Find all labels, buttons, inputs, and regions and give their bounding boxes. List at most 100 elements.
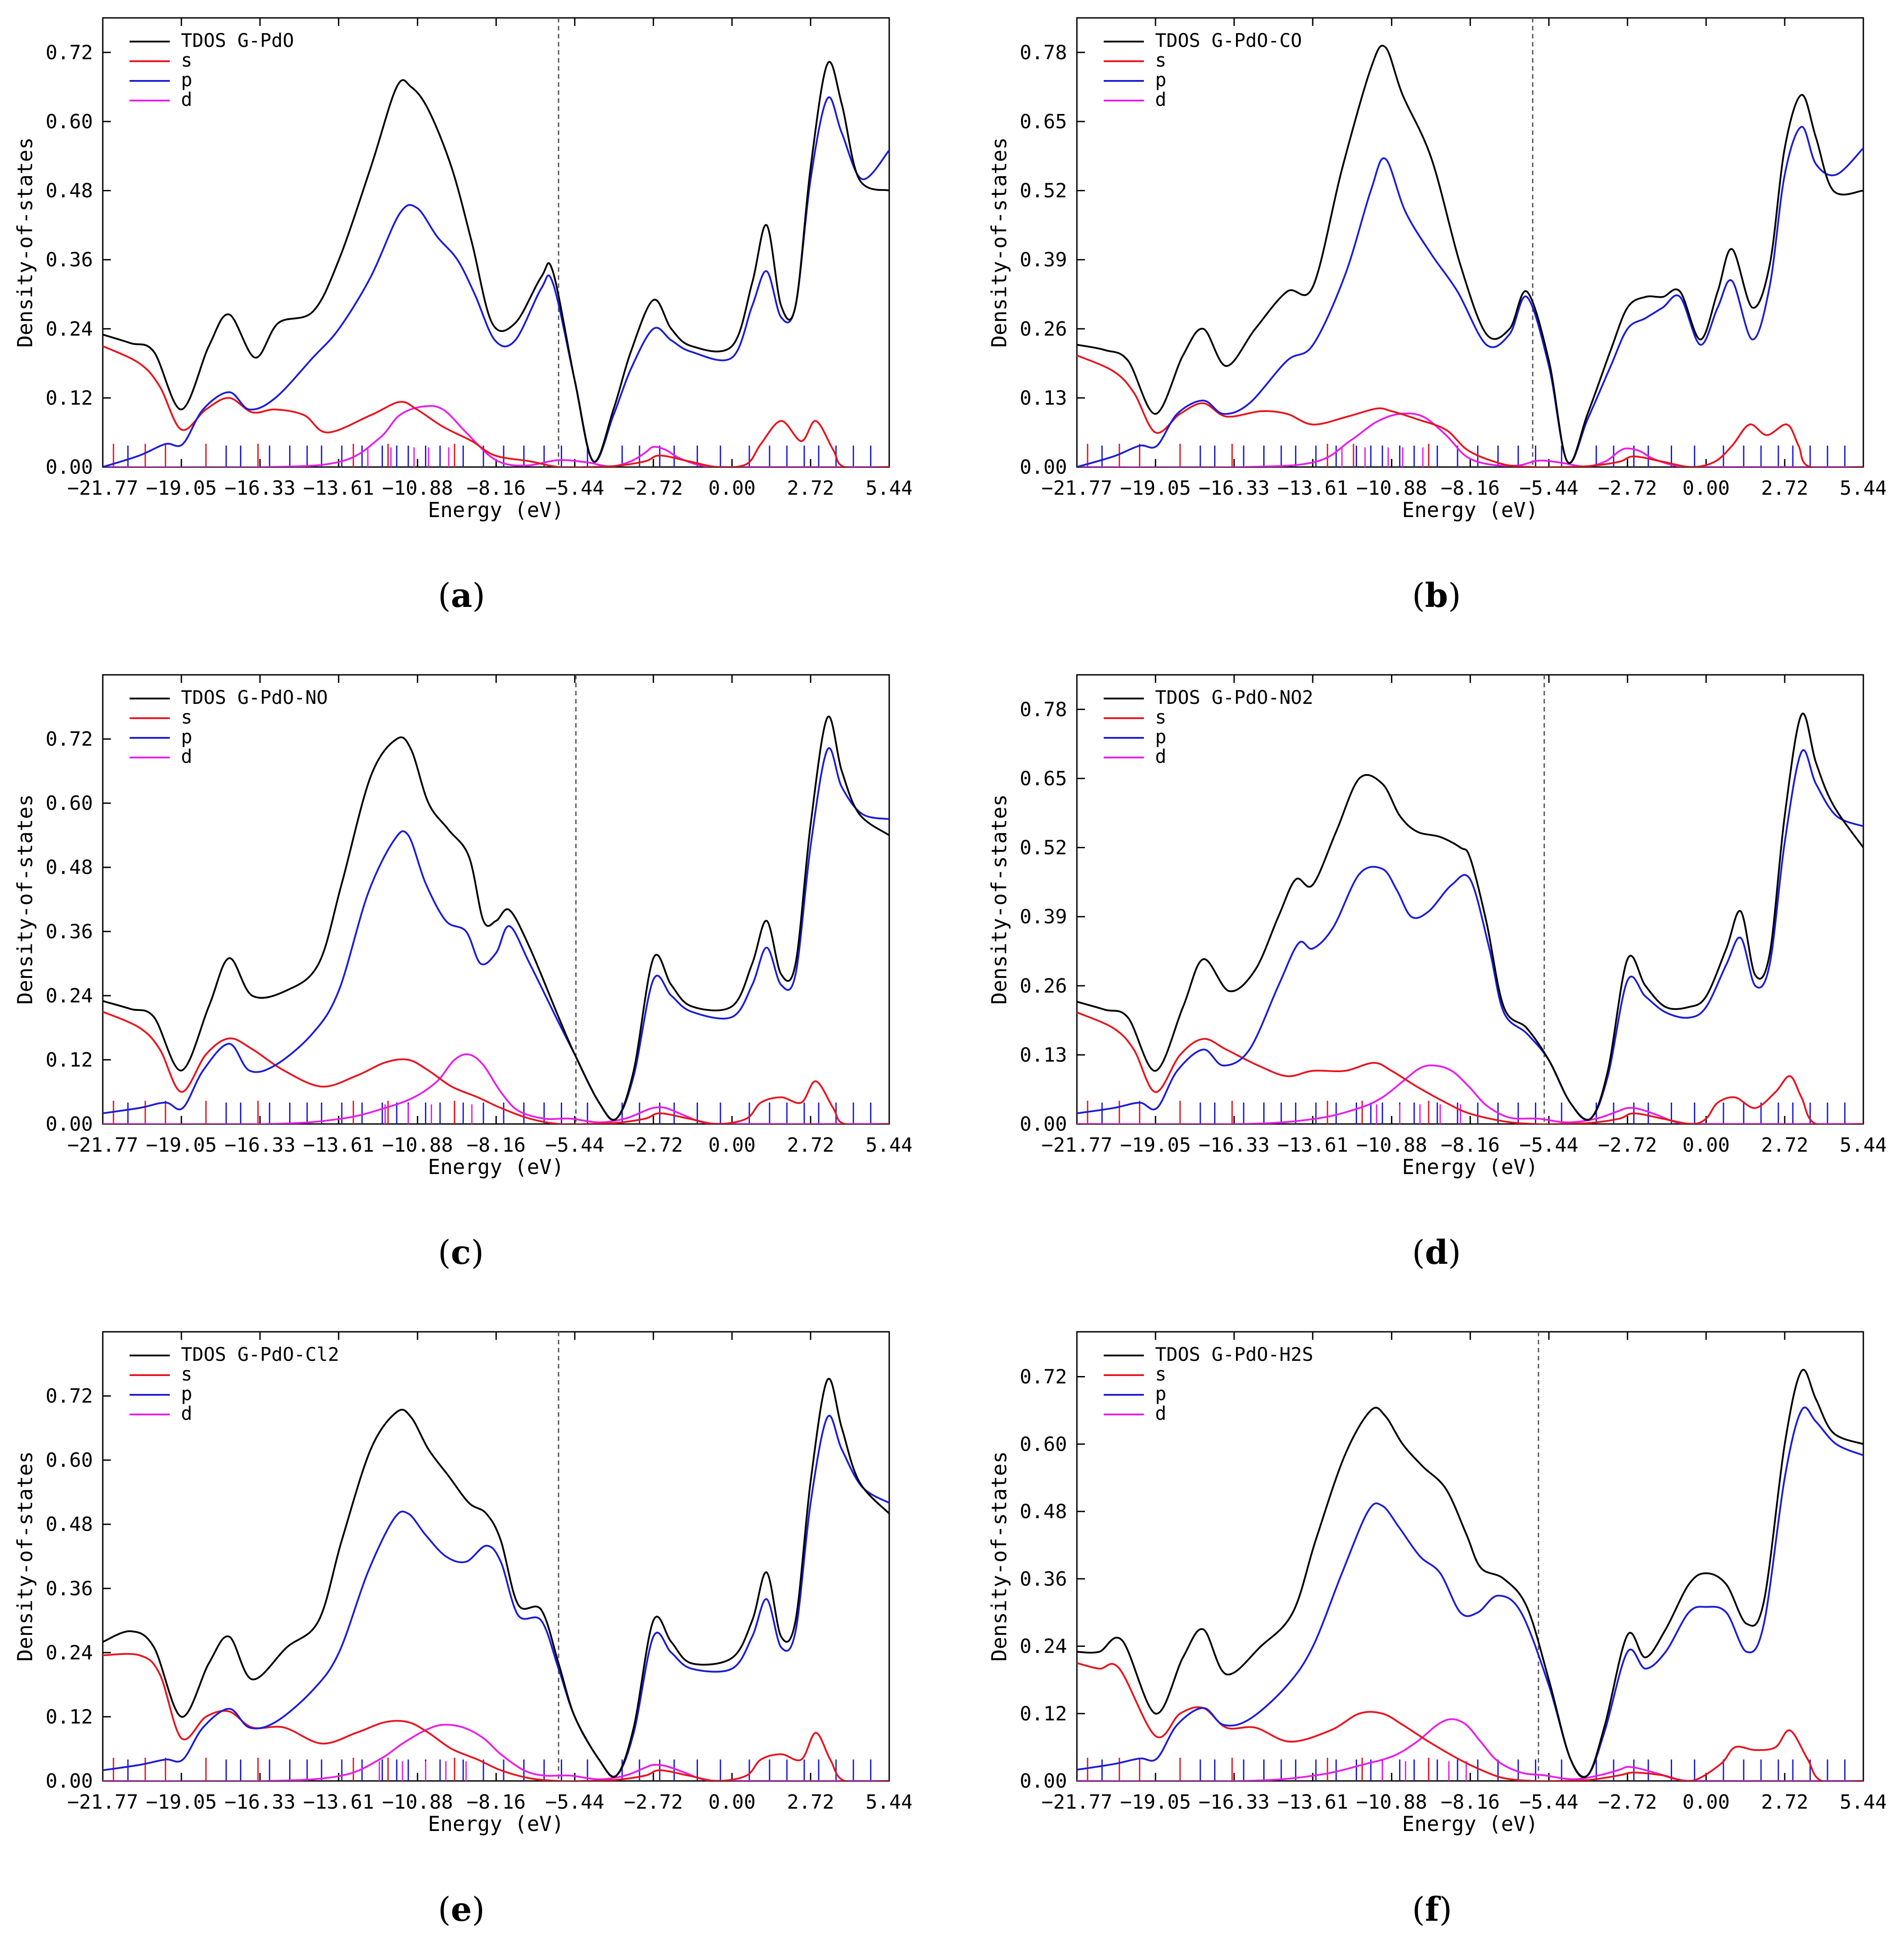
legend-label-s: s bbox=[1155, 49, 1166, 71]
legend-label-d: d bbox=[181, 1402, 192, 1424]
x-tick-label: −10.88 bbox=[1356, 1134, 1427, 1157]
x-tick-label: −19.05 bbox=[1120, 1791, 1191, 1814]
legend-label-tdos: TDOS G-PdO-NO bbox=[181, 686, 328, 708]
x-tick-label: −21.77 bbox=[1042, 477, 1113, 500]
legend-label-s: s bbox=[181, 49, 192, 71]
series-line-s bbox=[103, 1653, 889, 1781]
y-tick-label: 0.65 bbox=[1020, 110, 1067, 133]
x-tick-label: −2.72 bbox=[624, 477, 683, 500]
x-tick-label: −8.16 bbox=[467, 477, 525, 500]
panel-label-e: (e) bbox=[438, 1890, 485, 1929]
x-axis-label: Energy (eV) bbox=[428, 1155, 564, 1179]
legend-label-tdos: TDOS G-PdO-H2S bbox=[1155, 1343, 1313, 1365]
x-tick-label: −21.77 bbox=[1042, 1791, 1113, 1814]
y-tick-label: 0.60 bbox=[46, 110, 93, 133]
x-axis-label: Energy (eV) bbox=[428, 498, 564, 522]
legend-label-d: d bbox=[181, 745, 192, 767]
y-tick-label: 0.60 bbox=[1020, 1433, 1067, 1456]
x-tick-label: −21.77 bbox=[67, 1791, 139, 1814]
x-tick-label: 5.44 bbox=[1840, 477, 1886, 500]
x-tick-label: −8.16 bbox=[1441, 1791, 1500, 1814]
series-line-s bbox=[103, 1010, 889, 1124]
y-axis-label: Density-of-states bbox=[987, 137, 1011, 348]
dos-chart-b: −21.77 −19.05 −16.33 −13.61 −10.88 −8.16 −5.44… bbox=[987, 17, 1886, 522]
x-tick-label: −5.44 bbox=[545, 477, 604, 500]
x-tick-label: 5.44 bbox=[1840, 1791, 1886, 1814]
x-tick-label: −21.77 bbox=[67, 1134, 139, 1157]
x-tick-label: 2.72 bbox=[1761, 477, 1808, 500]
legend-label-d: d bbox=[1155, 1402, 1166, 1424]
x-tick-label: −8.16 bbox=[1441, 477, 1500, 500]
dos-panel-d: −21.77 −19.05 −16.33 −13.61 −10.88 −8.16 −5.44… bbox=[974, 657, 1886, 1274]
y-tick-label: 0.60 bbox=[46, 792, 93, 815]
y-axis-label: Density-of-states bbox=[13, 794, 37, 1005]
legend-label-d: d bbox=[181, 88, 192, 110]
x-tick-label: −5.44 bbox=[545, 1791, 604, 1814]
x-tick-label: −8.16 bbox=[467, 1791, 525, 1814]
plot-frame bbox=[102, 1331, 890, 1782]
series-line-tdos bbox=[103, 61, 889, 463]
x-tick-label: −8.16 bbox=[467, 1134, 525, 1157]
x-tick-label: −5.44 bbox=[545, 1134, 604, 1157]
dos-chart-a: −21.77 −19.05 −16.33 −13.61 −10.88 −8.16 −5.44… bbox=[13, 17, 912, 522]
legend-label-s: s bbox=[181, 1363, 192, 1385]
y-tick-label: 0.12 bbox=[46, 1048, 93, 1071]
panel-label-d: (d) bbox=[1412, 1233, 1461, 1272]
series-line-tdos bbox=[103, 716, 889, 1121]
panel-label-a: (a) bbox=[438, 577, 485, 615]
legend-label-s: s bbox=[1155, 706, 1166, 728]
x-tick-label: 0.00 bbox=[708, 1791, 756, 1814]
legend-label-s: s bbox=[1155, 1363, 1166, 1385]
y-tick-label: 0.48 bbox=[46, 1513, 93, 1536]
y-tick-label: 0.26 bbox=[1020, 318, 1067, 341]
x-tick-label: 0.00 bbox=[708, 1134, 756, 1157]
y-tick-label: 0.65 bbox=[1020, 767, 1067, 790]
x-axis-label: Energy (eV) bbox=[428, 1812, 564, 1836]
series-line-s bbox=[1077, 1662, 1863, 1781]
series-line-p bbox=[1077, 749, 1863, 1121]
x-tick-label: 0.00 bbox=[1682, 1134, 1730, 1157]
panel-label-b: (b) bbox=[1412, 577, 1461, 615]
panel-label-f: (f) bbox=[1412, 1890, 1452, 1929]
y-tick-label: 0.12 bbox=[1020, 1702, 1067, 1725]
series-line-p bbox=[103, 96, 889, 467]
y-axis-label: Density-of-states bbox=[13, 1451, 37, 1662]
legend-label-d: d bbox=[1155, 88, 1166, 110]
x-tick-label: −13.61 bbox=[303, 1134, 374, 1157]
y-tick-label: 0.00 bbox=[46, 1770, 93, 1793]
x-tick-label: −16.33 bbox=[1198, 1791, 1269, 1814]
x-tick-label: −21.77 bbox=[67, 477, 139, 500]
x-tick-label: −5.44 bbox=[1519, 477, 1578, 500]
y-tick-label: 0.52 bbox=[1020, 837, 1067, 859]
legend-label-p: p bbox=[1155, 69, 1166, 91]
x-tick-label: 5.44 bbox=[1840, 1134, 1886, 1157]
dos-panel-e: −21.77 −19.05 −16.33 −13.61 −10.88 −8.16 −5.44… bbox=[0, 1314, 912, 1931]
y-tick-label: 0.72 bbox=[1020, 1366, 1067, 1389]
x-tick-label: −13.61 bbox=[1277, 1791, 1348, 1814]
x-tick-label: −16.33 bbox=[1198, 1134, 1269, 1157]
x-tick-label: −16.33 bbox=[224, 1791, 295, 1814]
legend-label-p: p bbox=[1155, 726, 1166, 748]
x-tick-label: −10.88 bbox=[382, 1791, 453, 1814]
x-tick-label: −10.88 bbox=[382, 477, 453, 500]
y-axis-label: Density-of-states bbox=[987, 1451, 1011, 1662]
y-axis-label: Density-of-states bbox=[987, 794, 1011, 1005]
series-line-tdos bbox=[1077, 1369, 1863, 1778]
series-line-s bbox=[1077, 354, 1863, 467]
series-line-d bbox=[1077, 1064, 1863, 1124]
x-tick-label: 2.72 bbox=[1761, 1134, 1808, 1157]
x-tick-label: −5.44 bbox=[1519, 1791, 1578, 1814]
y-axis-label: Density-of-states bbox=[13, 137, 37, 348]
y-tick-label: 0.36 bbox=[1020, 1568, 1067, 1591]
x-tick-label: −10.88 bbox=[1356, 1791, 1427, 1814]
y-tick-label: 0.00 bbox=[46, 456, 93, 479]
legend-label-p: p bbox=[181, 69, 192, 91]
x-tick-label: 5.44 bbox=[866, 1134, 912, 1157]
y-tick-label: 0.72 bbox=[46, 1385, 93, 1408]
legend-label-tdos: TDOS G-PdO-CO bbox=[1155, 29, 1302, 51]
x-tick-label: −2.72 bbox=[624, 1791, 683, 1814]
x-tick-label: −16.33 bbox=[224, 477, 295, 500]
x-tick-label: −19.05 bbox=[1120, 1134, 1191, 1157]
legend-label-p: p bbox=[1155, 1383, 1166, 1405]
series-line-s bbox=[1077, 1011, 1863, 1124]
